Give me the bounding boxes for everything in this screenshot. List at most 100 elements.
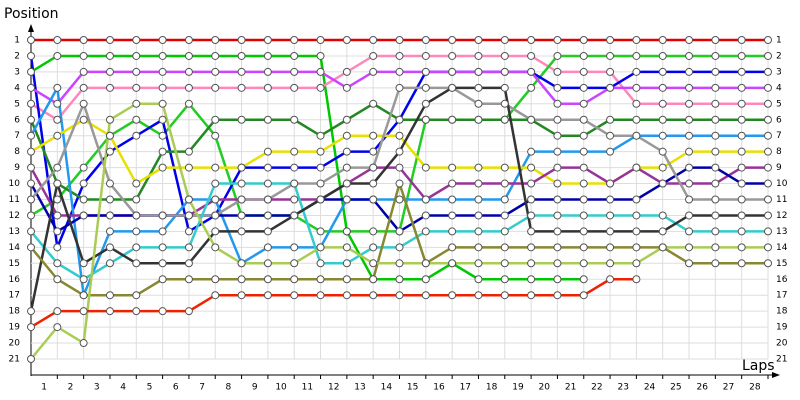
point [764,179,772,188]
point [685,51,694,60]
y-tick-label-right: 10 [776,179,788,189]
point [685,99,694,108]
point [316,275,325,284]
point [764,36,772,44]
point [237,51,246,60]
point [132,115,141,124]
point [132,211,141,220]
y-tick-label-right: 11 [776,195,787,205]
point [711,163,720,172]
point [263,259,272,268]
point [606,83,615,92]
point [184,99,193,108]
point [711,115,720,124]
point [632,275,641,284]
point [132,195,141,204]
point [237,291,246,300]
point [658,179,667,188]
point [211,115,220,124]
y-tick-label-right: 19 [776,323,788,333]
point [395,291,404,300]
point [263,147,272,156]
x-tick-label: 3 [94,383,100,393]
point [448,291,457,300]
point [27,323,35,332]
point [711,36,720,44]
point [53,307,62,316]
x-tick-label: 14 [381,383,393,393]
series-line [30,278,637,329]
y-tick-label: 12 [9,211,20,221]
point [369,195,378,204]
point [632,99,641,108]
point [316,227,325,236]
x-tick-label: 23 [618,383,629,393]
point [132,83,141,92]
point [448,115,457,124]
point [237,115,246,124]
point [237,275,246,284]
point [79,115,88,124]
point [184,147,193,156]
point [184,67,193,76]
point [369,131,378,140]
point [658,243,667,252]
point [579,99,588,108]
point [553,115,562,124]
point [158,259,167,268]
point [764,243,772,252]
point [711,51,720,60]
point [764,67,772,76]
point [579,51,588,60]
y-tick-label-right: 15 [776,259,787,269]
point [553,291,562,300]
y-tick-label-right: 9 [776,163,782,173]
point [132,259,141,268]
point [527,243,536,252]
point [658,51,667,60]
x-tick-label: 22 [591,383,602,393]
point [737,36,746,44]
point [237,227,246,236]
point [421,195,430,204]
point [632,36,641,44]
point [553,195,562,204]
x-tick-label: 11 [302,383,313,393]
point [53,259,62,268]
point [606,259,615,268]
y-tick-label: 8 [14,147,20,157]
point [211,67,220,76]
x-tick-label: 4 [120,383,126,393]
point [290,147,299,156]
y-tick-label-right: 2 [776,51,782,61]
point [290,115,299,124]
point [79,67,88,76]
point [211,291,220,300]
point [606,179,615,188]
point [579,83,588,92]
point [158,307,167,316]
point [79,307,88,316]
point [500,259,509,268]
point [27,355,35,363]
point [632,211,641,220]
point [527,211,536,220]
x-tick-label: 2 [68,383,74,393]
point [132,51,141,60]
y-tick-label-right: 14 [776,243,788,253]
y-tick-label: 20 [9,339,21,349]
point [711,67,720,76]
point [184,83,193,92]
y-tick-label-right: 20 [776,339,788,349]
x-tick-label: 5 [147,383,153,393]
point [27,243,35,252]
point [158,36,167,44]
point [211,163,220,172]
y-axis-arrow [28,24,34,32]
point [211,243,220,252]
point [553,227,562,236]
point [448,227,457,236]
point [316,131,325,140]
point [316,147,325,156]
point [658,67,667,76]
